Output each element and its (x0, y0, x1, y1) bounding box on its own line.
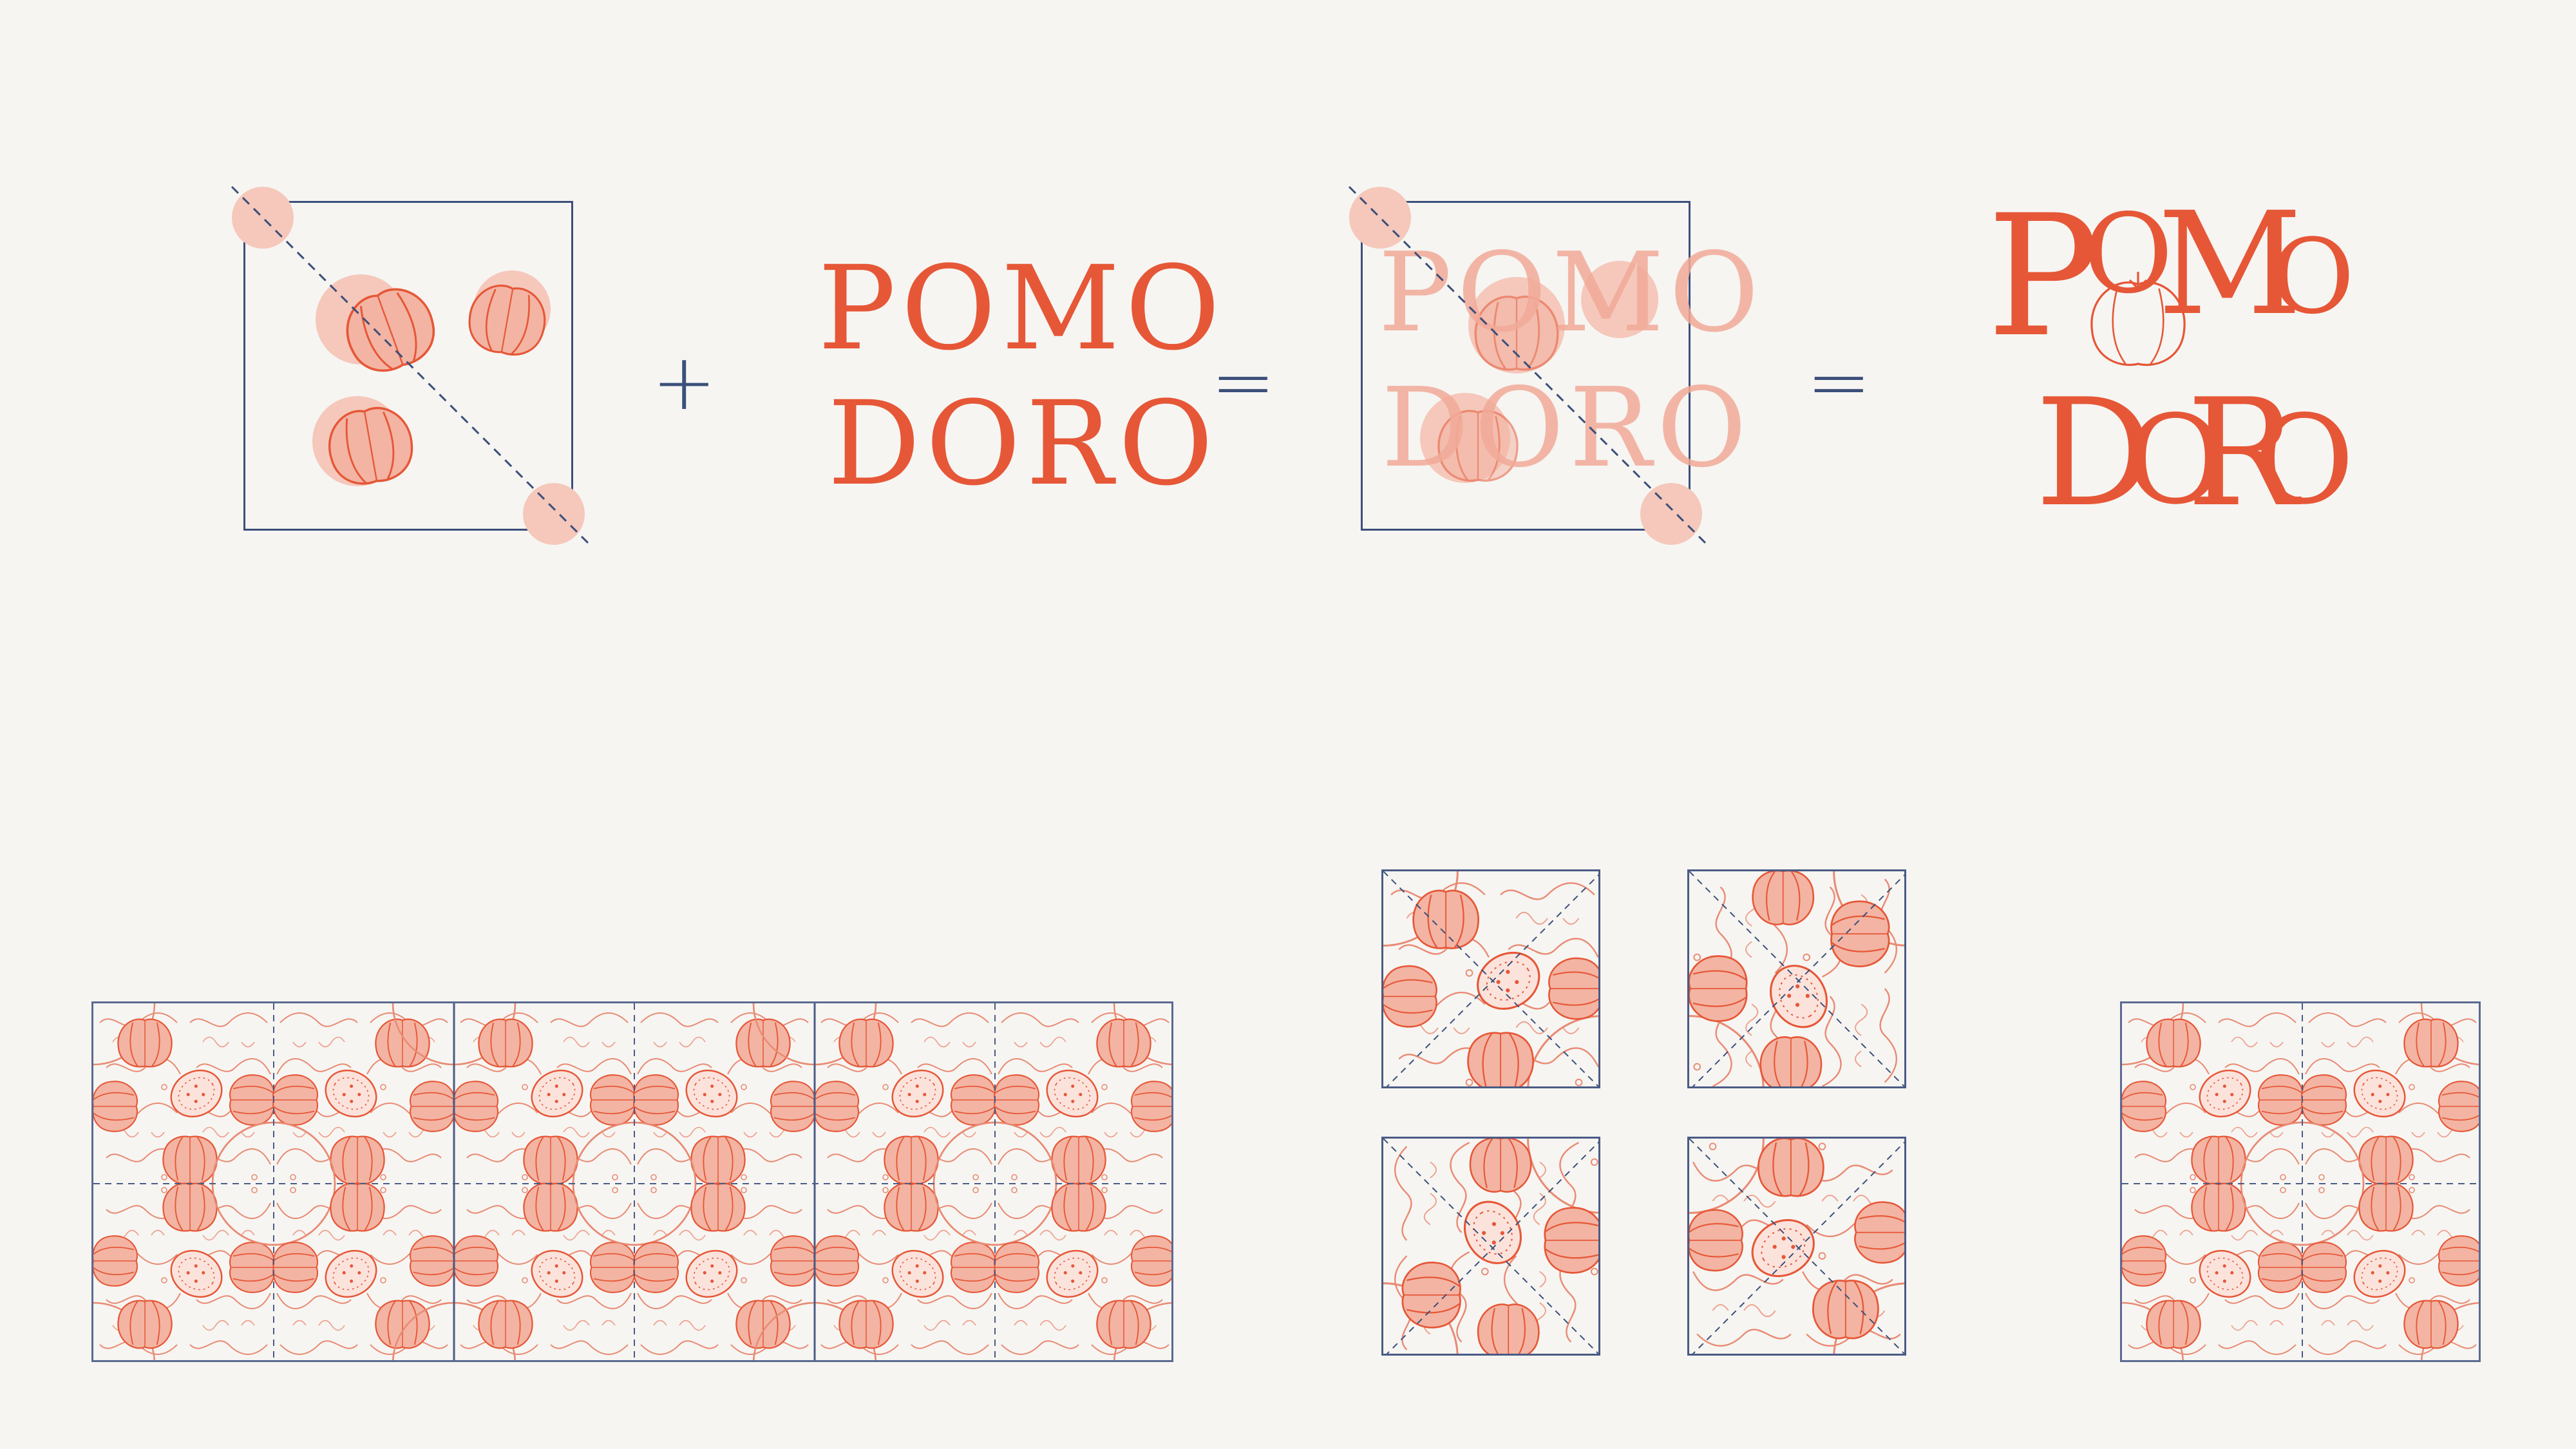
motif-illustration (231, 185, 591, 545)
rotated-tile-3-art (1383, 1139, 1598, 1354)
logo-letter-o-3: O (2125, 389, 2226, 531)
rotated-tile-4 (1687, 1137, 1906, 1356)
rotated-tile-1-art (1383, 871, 1598, 1086)
equals-operator-2: = (1806, 338, 1871, 428)
logo-letter-r: R (2186, 368, 2298, 540)
rotated-tile-2-art (1689, 871, 1904, 1086)
logo-letter-d: D (2035, 368, 2154, 540)
repeat-pattern-art (93, 1003, 1171, 1360)
rotated-tile-3 (1381, 1137, 1600, 1356)
overlay-word-line-2: DORO (1381, 365, 1752, 492)
combined-pattern-art (2122, 1003, 2479, 1360)
overlay-frame (1361, 201, 1690, 531)
repeat-pattern-strip (91, 1001, 1173, 1362)
equals-operator-1: = (1211, 338, 1276, 428)
logo-letter-p: P (1987, 180, 2099, 374)
logo-letter-o-2: O (2270, 216, 2355, 337)
final-logo: P O M O D O R O (1977, 180, 2354, 547)
logo-letter-o-1: O (2083, 191, 2174, 318)
plus-operator: + (652, 338, 717, 428)
overlay-word-line-1: POMO (1378, 229, 1765, 357)
motif-frame (243, 201, 573, 531)
logo-tomato-icon (2090, 272, 2186, 366)
rotated-tile-1 (1381, 869, 1600, 1088)
overlay-diagonal (1348, 185, 1708, 545)
logo-letter-o-4: O (2254, 389, 2354, 531)
logo-letter-m: M (2157, 182, 2303, 346)
combined-pattern-tile (2120, 1001, 2481, 1362)
wordmark-line-1: POMO (818, 242, 1226, 376)
rotated-tile-2 (1687, 869, 1906, 1088)
overlay-composition: POMO DORO (1348, 185, 1759, 547)
tomato-motif-diagram (231, 185, 592, 547)
rotated-tile-4-art (1689, 1139, 1904, 1354)
wordmark-line-2: DORO (828, 377, 1218, 511)
